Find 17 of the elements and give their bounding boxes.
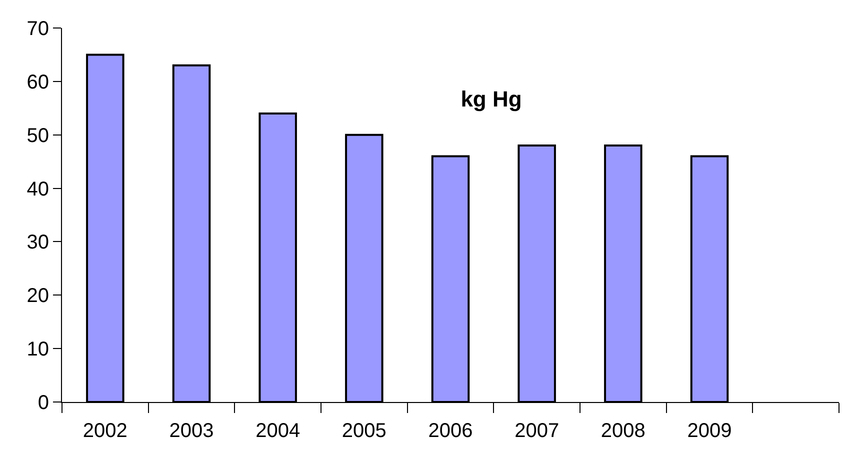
y-tick-label: 60 [26, 71, 49, 94]
x-tick-label: 2004 [256, 420, 300, 442]
x-tick-label: 2006 [428, 420, 473, 442]
y-tick-label: 10 [26, 338, 49, 361]
x-tick-label: 2003 [169, 420, 214, 442]
x-tick-label: 2008 [600, 420, 646, 442]
text: kg Hg [460, 86, 522, 112]
x-tick-label: 2009 [687, 420, 732, 442]
x-tick-label: 2005 [342, 420, 386, 442]
y-tick-label: 50 [26, 124, 49, 147]
x-tick-label: 2007 [514, 420, 560, 442]
y-tick-label: 40 [26, 178, 49, 200]
y-tick-label: 20 [26, 285, 49, 308]
x-tick-label: 2002 [82, 420, 128, 442]
y-tick-label: 30 [26, 232, 49, 254]
y-tick-label: 70 [26, 18, 49, 40]
y-tick-label: 0 [38, 392, 49, 414]
